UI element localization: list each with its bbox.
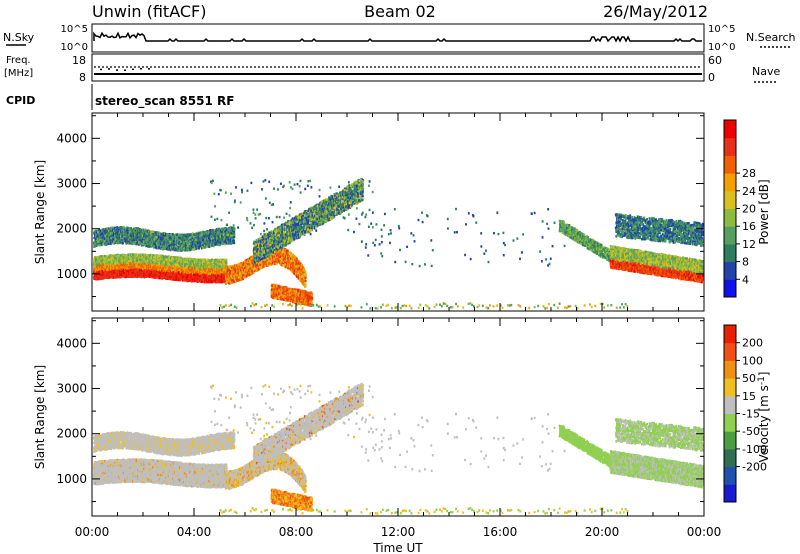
beam-title: Beam 02 (364, 2, 436, 21)
nsearch-tick-top: 10^5 (708, 24, 735, 35)
freq-label-1: Freq. (6, 55, 31, 66)
cpid-value: stereo_scan 8551 RF (95, 94, 234, 109)
freq-strip: Freq. [MHz] 18 8 60 0 Nave (4, 54, 780, 84)
freq-dots (100, 68, 150, 71)
freq-dot (132, 69, 134, 71)
freq-label-2: [MHz] (4, 68, 33, 79)
nsky-label: N.Sky (3, 31, 35, 44)
nsky-trace (94, 33, 702, 41)
nsky-frame (92, 24, 704, 52)
power-cell (159, 255, 161, 257)
freq-tick-bottom: 8 (79, 71, 86, 84)
nave-label: Nave (752, 65, 780, 78)
nsky-tick-top: 10^5 (61, 24, 88, 35)
freq-dot (148, 68, 150, 70)
date-title: 26/May/2012 (603, 2, 708, 21)
cpid-strip: CPID stereo_scan 8551 RF (6, 84, 234, 110)
nsky-tick-bottom: 10^0 (61, 42, 88, 53)
freq-dot (124, 69, 126, 71)
nsky-line (94, 33, 702, 41)
power-cell (144, 253, 146, 255)
nsky-strip: N.Sky 10^5 10^0 10^5 10^0 N.Search (3, 24, 796, 53)
nave-tick-top: 60 (708, 54, 722, 67)
freq-dot (100, 69, 102, 71)
station-title: Unwin (fitACF) (92, 2, 206, 21)
freq-dot (108, 68, 110, 70)
freq-dot (140, 68, 142, 70)
cpid-label: CPID (6, 94, 35, 107)
nave-tick-bottom: 0 (708, 71, 715, 84)
freq-tick-top: 18 (72, 54, 86, 67)
nsearch-tick-bottom: 10^0 (708, 42, 735, 53)
freq-dot (116, 69, 118, 71)
power-scatter (93, 178, 704, 310)
fitacf-summary-plot: Unwin (fitACF) Beam 02 26/May/2012 N.Sky… (0, 0, 800, 554)
power-cell (157, 269, 159, 271)
nsearch-label: N.Search (746, 31, 796, 44)
power-cell (142, 268, 144, 270)
